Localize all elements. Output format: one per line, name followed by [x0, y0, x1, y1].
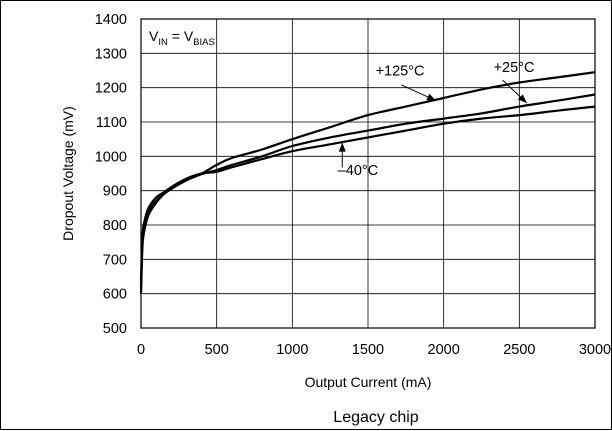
series-lines [139, 71, 596, 294]
series-line [139, 93, 596, 287]
series-line [139, 71, 596, 294]
x-axis-title: Output Current (mA) [305, 374, 432, 390]
x-tick-label: 1000 [276, 342, 308, 358]
x-tick-label: 500 [205, 342, 229, 358]
condition-eq: = [168, 28, 184, 44]
y-tick-label: 1300 [95, 46, 127, 62]
tick-labels: 0 500 1000 1500 2000 2500 3000 500 600 700 800 900 1… [95, 12, 611, 358]
y-tick-label: 800 [103, 218, 127, 234]
y-tick-label: 1400 [95, 12, 127, 28]
x-tick-label: 1500 [352, 342, 384, 358]
x-tick-label: 0 [137, 342, 145, 358]
series-annotation-label: –40°C [338, 163, 378, 179]
condition-lhs-sub: IN [158, 37, 168, 48]
condition-lhs: V [149, 28, 159, 44]
condition-rhs: V [184, 28, 194, 44]
condition-rhs-sub: BIAS [193, 37, 215, 48]
y-tick-label: 1100 [96, 115, 127, 131]
y-tick-label: 1000 [95, 149, 127, 165]
annotations: +125°C +25°C –40°C [338, 60, 535, 179]
condition-label: VIN = VBIAS [149, 28, 215, 48]
y-tick-label: 600 [103, 287, 127, 303]
y-tick-label: 700 [103, 252, 127, 268]
y-tick-label: 900 [103, 184, 127, 200]
x-tick-label: 2500 [503, 342, 535, 358]
series-annotation-label: +25°C [494, 60, 535, 76]
y-tick-label: 500 [103, 321, 127, 337]
plot-area-border [140, 18, 596, 329]
annotation-arrowhead [517, 94, 527, 104]
annotation-arrowhead [338, 142, 346, 152]
y-tick-label: 1200 [95, 81, 127, 97]
y-axis-title: Dropout Voltage (mV) [60, 106, 76, 241]
annotation-arrowhead [426, 93, 437, 101]
series-annotation-label: +125°C [376, 64, 425, 80]
chart-caption: Legacy chip [333, 409, 418, 426]
x-tick-label: 3000 [579, 342, 611, 358]
series-line [139, 105, 596, 280]
x-tick-label: 2000 [428, 342, 460, 358]
